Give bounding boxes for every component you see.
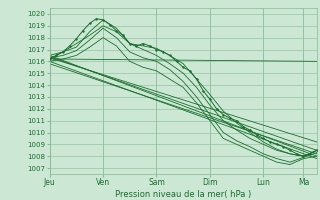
X-axis label: Pression niveau de la mer( hPa ): Pression niveau de la mer( hPa ) [115,190,251,199]
